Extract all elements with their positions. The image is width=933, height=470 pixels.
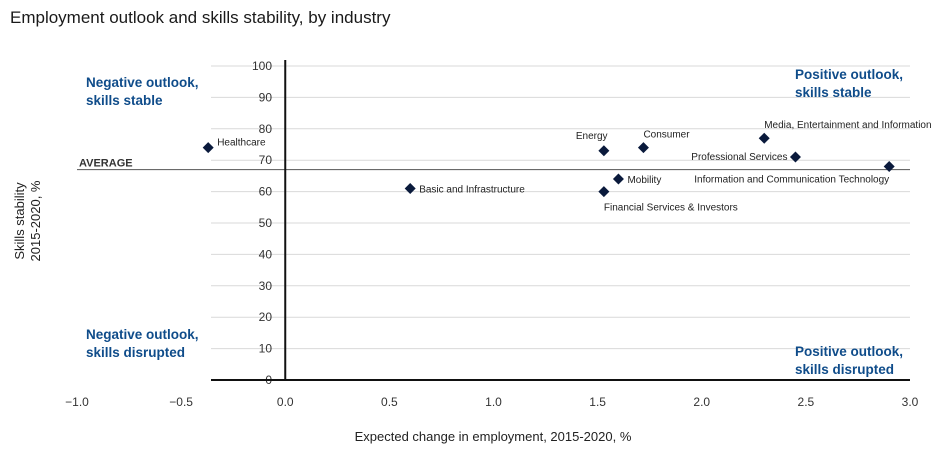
y-tick-label: 50 xyxy=(259,216,273,230)
y-axis-title-line: 2015-2020, % xyxy=(28,180,43,261)
data-point xyxy=(637,142,649,154)
x-tick-label: 1.5 xyxy=(589,395,606,409)
y-tick-label: 10 xyxy=(259,342,273,356)
data-point xyxy=(404,182,416,194)
y-tick-label: 90 xyxy=(259,90,273,104)
x-tick-label: −0.5 xyxy=(169,395,193,409)
data-point-label: Energy xyxy=(576,131,608,142)
quadrant-label-bottom-left-line: skills disrupted xyxy=(86,345,185,360)
data-point-label: Healthcare xyxy=(217,138,266,149)
y-tick-label: 30 xyxy=(259,279,273,293)
y-tick-label: 80 xyxy=(259,122,273,136)
x-tick-label: 2.5 xyxy=(798,395,815,409)
x-axis-title: Expected change in employment, 2015-2020… xyxy=(355,429,632,444)
data-point-label: Professional Services xyxy=(691,152,787,163)
average-label: AVERAGE xyxy=(79,158,133,170)
data-point-label: Mobility xyxy=(627,175,661,186)
quadrant-label-bottom-right: Positive outlook, skills disrupted xyxy=(795,344,903,377)
quadrant-label-bottom-left-line: Negative outlook, xyxy=(86,327,199,342)
y-axis-title: Skills stability2015-2020, % xyxy=(12,180,43,261)
x-tick-label: −1.0 xyxy=(65,395,89,409)
x-tick-label: 0.0 xyxy=(277,395,294,409)
quadrant-label-bottom-left: Negative outlook, skills disrupted xyxy=(86,327,199,360)
y-tick-label: 100 xyxy=(252,59,272,73)
data-point-label: Financial Services & Investors xyxy=(604,203,738,214)
data-point xyxy=(883,160,895,172)
y-tick-label: 60 xyxy=(259,185,273,199)
quadrant-label-top-right-line: skills stable xyxy=(795,85,872,100)
x-tick-label: 3.0 xyxy=(902,395,919,409)
quadrant-label-top-left: Negative outlook, skills stable xyxy=(86,75,199,108)
data-point-label: Information and Communication Technology xyxy=(694,174,889,185)
x-tick-label: 0.5 xyxy=(381,395,398,409)
y-tick-label: 40 xyxy=(259,247,273,261)
x-tick-label: 2.0 xyxy=(693,395,710,409)
data-point xyxy=(598,145,610,157)
data-point-label: Media, Entertainment and Information xyxy=(764,120,931,131)
quadrant-label-bottom-right-line: Positive outlook, xyxy=(795,344,903,359)
data-point xyxy=(202,142,214,154)
quadrant-label-top-right-line: Positive outlook, xyxy=(795,67,903,82)
data-point xyxy=(598,186,610,198)
chart-title: Employment outlook and skills stability,… xyxy=(10,8,391,27)
data-point-label: Basic and Infrastructure xyxy=(419,184,525,195)
quadrant-label-bottom-right-line: skills disrupted xyxy=(795,362,894,377)
y-tick-label: 70 xyxy=(259,153,273,167)
data-point xyxy=(758,132,770,144)
data-point xyxy=(612,173,624,185)
data-point xyxy=(789,151,801,163)
data-point-label: Consumer xyxy=(643,130,690,141)
y-tick-label: 20 xyxy=(259,310,273,324)
quadrant-label-top-left-line: Negative outlook, xyxy=(86,75,199,90)
x-tick-label: 1.0 xyxy=(485,395,502,409)
quadrant-label-top-left-line: skills stable xyxy=(86,93,163,108)
quadrant-label-top-right: Positive outlook, skills stable xyxy=(795,67,903,100)
y-axis-title-line: Skills stability xyxy=(12,182,27,260)
